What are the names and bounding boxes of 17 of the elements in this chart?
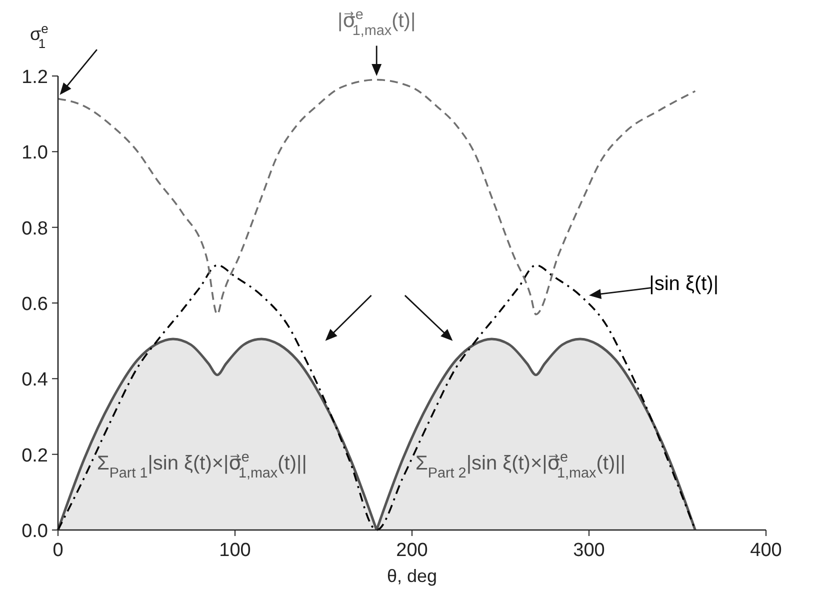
y-tick-label: 1.0 [22, 142, 48, 164]
x-tick-label: 400 [750, 540, 782, 561]
y-tick-label: 0.0 [22, 521, 48, 542]
text: |σ⃗$^{e}$$_{1,max}$(t)| [338, 6, 416, 39]
y-tick-label: 0.4 [22, 370, 48, 391]
x-tick-label: 300 [573, 540, 605, 561]
y-tick-label: 1.2 [22, 67, 48, 88]
series-label: Σ$_{Part 2}$|sin ξ(t)×|σ⃗$^{e}$$_{1,max}$(t)|| [416, 449, 626, 482]
x-axis-title: θ, deg [386, 566, 438, 586]
x-tick-label: 0 [52, 540, 64, 561]
series-label: Σ$_{Part 1}$|sin ξ(t)×|σ⃗$^{e}$$_{1,max}$(t)|| [96, 449, 307, 482]
y-tick-label: 0.6 [22, 294, 48, 315]
y-tick-label: 0.8 [22, 218, 48, 240]
text: |sin ξ(t)| [649, 272, 719, 295]
x-tick-label: 100 [219, 540, 251, 561]
y-tick-label: 0.2 [22, 445, 48, 466]
x-tick-label: 200 [396, 540, 428, 561]
